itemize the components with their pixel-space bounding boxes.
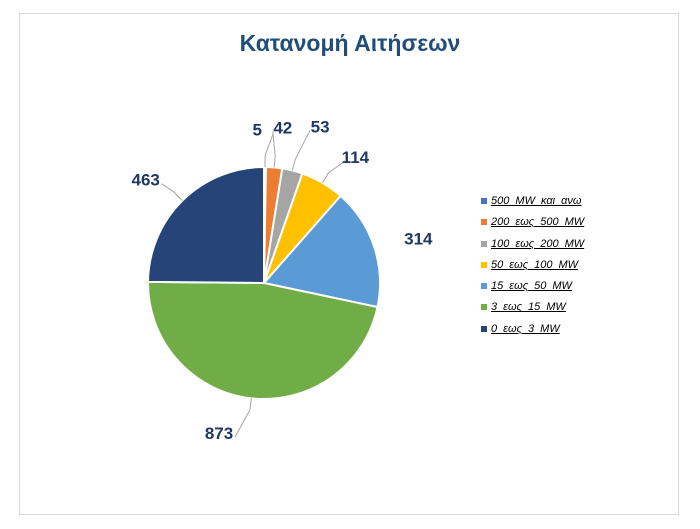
legend-swatch (481, 304, 487, 311)
leader-line (234, 398, 252, 438)
data-label: 5 (252, 121, 261, 140)
data-label: 873 (205, 424, 233, 443)
legend-label: 100 εως 200 MW (491, 237, 585, 250)
legend-item: 100 εως 200 MW (481, 234, 584, 255)
data-label: 314 (404, 230, 433, 249)
leader-line (272, 131, 276, 168)
data-label: 53 (311, 117, 330, 136)
legend-swatch (481, 261, 487, 268)
data-label: 463 (132, 171, 160, 190)
legend-swatch (481, 325, 487, 332)
legend-swatch (481, 240, 487, 247)
data-label: 114 (342, 148, 370, 167)
pie-slice (147, 280, 379, 401)
leader-line (161, 183, 183, 201)
legend-item: 3 εως 15 MW (481, 297, 584, 318)
legend-item: 50 εως 100 MW (481, 255, 584, 276)
legend-swatch (481, 283, 487, 290)
legend-label: 3 εως 15 MW (491, 301, 566, 314)
data-label: 42 (273, 118, 292, 137)
leader-line (322, 160, 346, 184)
legend-item: 500 MW και ανω (481, 191, 584, 212)
chart-title: Κατανομή Αιτήσεων (239, 30, 461, 56)
legend-item: 15 εως 50 MW (481, 276, 584, 297)
leader-line (264, 133, 274, 168)
legend-item: 200 εως 500 MW (481, 212, 584, 233)
chart-legend: 500 MW και ανω 200 εως 500 MW 100 εως 200 … (481, 191, 584, 340)
legend-item: 0 εως 3 MW (481, 319, 584, 340)
legend-label: 200 εως 500 MW (491, 216, 585, 229)
legend-label: 50 εως 100 MW (491, 258, 579, 271)
pie-slice (146, 165, 265, 285)
legend-label: 0 εως 3 MW (491, 322, 560, 335)
legend-swatch (481, 219, 487, 226)
legend-label: 500 MW και ανω (491, 195, 582, 207)
legend-label: 15 εως 50 MW (491, 280, 572, 293)
pie-slice (262, 194, 381, 309)
legend-swatch (481, 198, 487, 204)
leader-line (291, 130, 311, 171)
